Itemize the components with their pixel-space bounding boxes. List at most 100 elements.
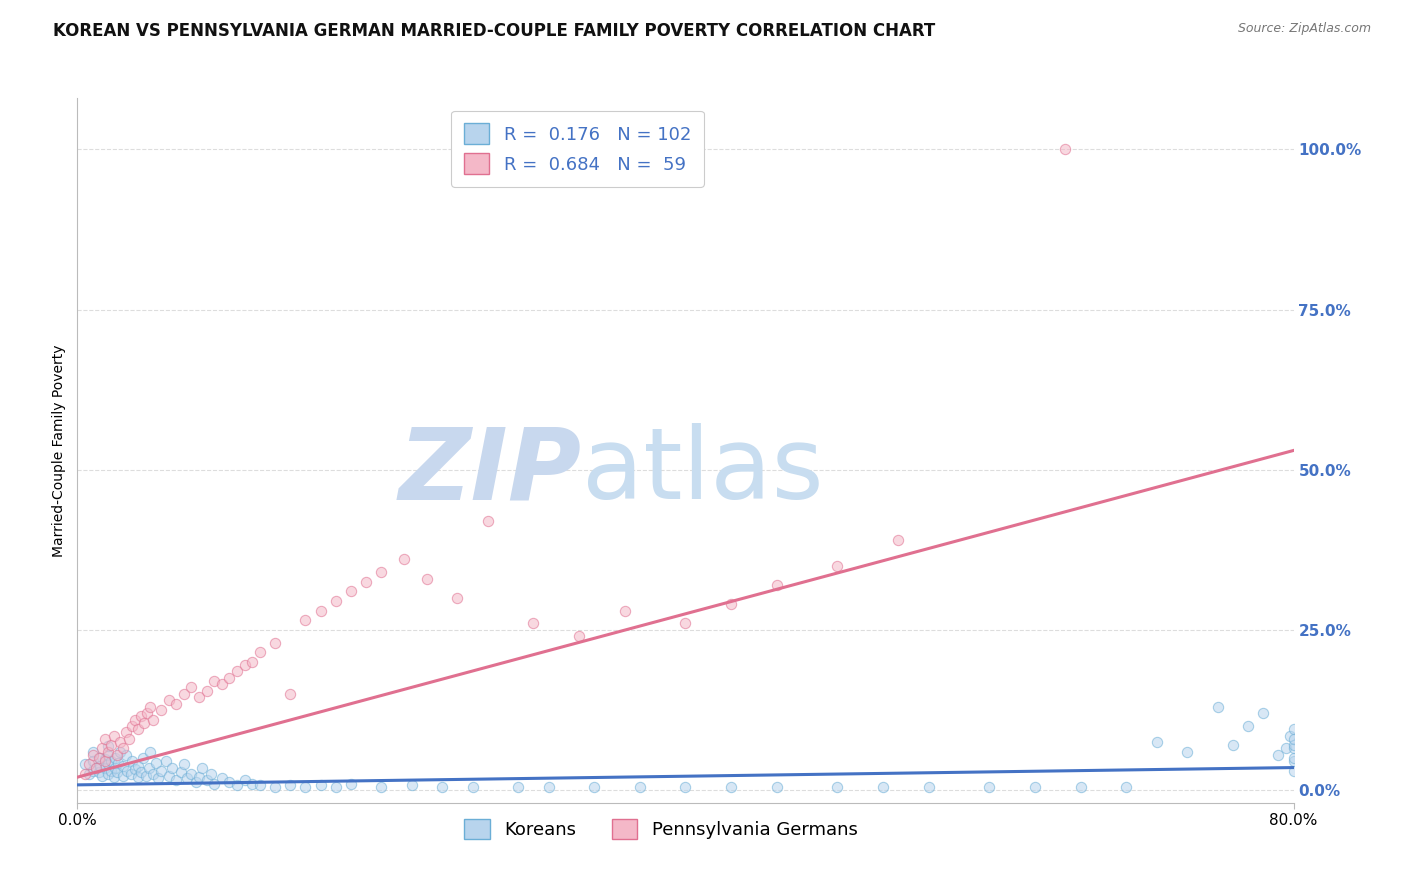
Point (117, 764, 139, 778)
Point (170, 765, 193, 780)
Point (1282, 741, 1305, 756)
Point (1237, 719, 1260, 733)
Point (129, 765, 152, 780)
Point (121, 754, 143, 768)
Point (146, 772, 169, 786)
Point (226, 665, 249, 679)
Point (264, 635, 287, 649)
Point (134, 715, 156, 730)
Point (93, 731, 115, 746)
Point (165, 773, 187, 788)
Point (111, 769, 134, 783)
Point (93, 752, 115, 766)
Point (1275, 741, 1298, 756)
Point (107, 756, 129, 770)
Point (97, 745, 120, 759)
Point (1282, 738, 1305, 752)
Point (97, 767, 120, 781)
Point (325, 780, 347, 794)
Point (354, 574, 377, 589)
Point (127, 770, 149, 784)
Point (90, 769, 112, 783)
Point (1282, 722, 1305, 736)
Point (149, 764, 172, 778)
Point (120, 767, 142, 781)
Point (309, 604, 332, 618)
Point (325, 594, 347, 608)
Point (568, 629, 591, 643)
Point (82, 754, 104, 768)
Point (226, 778, 249, 792)
Point (103, 729, 125, 743)
Point (87, 751, 110, 765)
Point (278, 687, 301, 701)
Point (157, 693, 180, 707)
Point (211, 677, 233, 691)
Point (180, 767, 202, 781)
Point (416, 572, 439, 586)
Point (1024, 780, 1046, 794)
Point (1206, 699, 1229, 714)
Point (111, 741, 134, 756)
Point (1282, 764, 1305, 778)
Point (461, 780, 484, 794)
Legend: Koreans, Pennsylvania Germans: Koreans, Pennsylvania Germans (457, 812, 865, 847)
Point (118, 731, 141, 746)
Point (89, 758, 111, 772)
Point (93, 754, 115, 768)
Point (135, 769, 157, 783)
Point (73, 757, 96, 772)
Point (522, 616, 544, 631)
Point (1146, 735, 1168, 749)
Point (249, 778, 271, 792)
Text: ZIP: ZIP (399, 423, 582, 520)
Point (278, 778, 301, 792)
Point (1070, 780, 1092, 794)
Text: atlas: atlas (582, 423, 824, 520)
Point (249, 645, 271, 659)
Point (129, 709, 152, 723)
Point (105, 747, 128, 762)
Point (142, 767, 165, 781)
Point (131, 751, 153, 765)
Point (165, 697, 187, 711)
Point (124, 713, 146, 727)
Point (82, 764, 104, 778)
Point (340, 776, 363, 790)
Point (89, 751, 111, 765)
Point (195, 683, 218, 698)
Point (104, 751, 127, 765)
Point (180, 681, 202, 695)
Point (149, 703, 172, 717)
Point (115, 725, 138, 739)
Point (1054, 142, 1077, 156)
Point (628, 780, 651, 794)
Point (90, 741, 112, 756)
Point (115, 747, 138, 762)
Point (127, 722, 149, 736)
Point (173, 687, 195, 701)
Point (211, 772, 233, 786)
Point (392, 552, 415, 566)
Point (173, 757, 195, 772)
Point (508, 780, 530, 794)
Point (218, 775, 240, 789)
Point (827, 558, 849, 573)
Point (157, 769, 180, 783)
Point (1267, 747, 1289, 762)
Point (240, 655, 263, 669)
Point (370, 780, 392, 794)
Point (202, 674, 225, 689)
Point (233, 658, 256, 673)
Point (1282, 731, 1305, 746)
Point (240, 776, 263, 790)
Point (1115, 780, 1137, 794)
Point (100, 738, 122, 752)
Point (97, 747, 120, 762)
Point (1282, 754, 1305, 768)
Point (79, 767, 101, 781)
Point (1222, 738, 1244, 752)
Point (765, 578, 787, 592)
Point (477, 514, 499, 528)
Point (191, 760, 214, 774)
